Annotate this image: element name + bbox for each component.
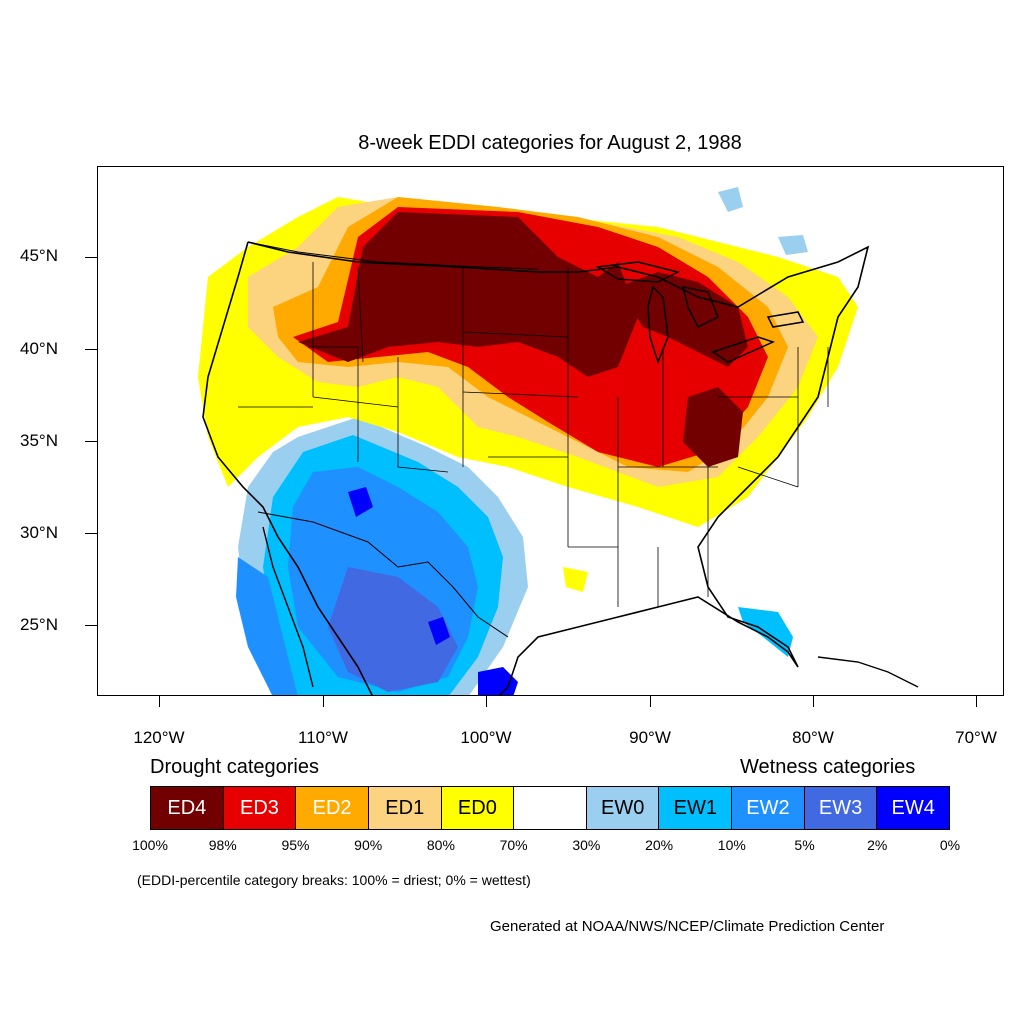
percentile-break-label: 100% bbox=[132, 837, 168, 853]
lake-ontario bbox=[766, 311, 805, 328]
ed4-region-ohio-valley bbox=[683, 387, 743, 467]
lat-tick bbox=[85, 533, 97, 534]
west-coast bbox=[202, 241, 373, 695]
ew4-spot-newmexico bbox=[348, 487, 373, 517]
lat-tick bbox=[85, 441, 97, 442]
percentile-break-label: 20% bbox=[645, 837, 674, 853]
category-note: (EDDI-percentile category breaks: 100% =… bbox=[137, 872, 531, 888]
percentile-break-label: 95% bbox=[281, 837, 310, 853]
legend-cell-ed1: ED1 bbox=[368, 787, 442, 829]
lat-label-40: 40°N bbox=[20, 339, 58, 358]
percentile-break-label: 98% bbox=[208, 837, 237, 853]
legend-cell-ed3: ED3 bbox=[223, 787, 297, 829]
percentile-break-label: 80% bbox=[426, 837, 455, 853]
lake-michigan bbox=[647, 285, 669, 365]
lat-tick bbox=[85, 349, 97, 350]
ew-region-baja bbox=[236, 557, 298, 695]
lon-label-110: 110°W bbox=[298, 728, 348, 747]
lon-tick bbox=[650, 696, 651, 707]
lake-erie bbox=[711, 336, 776, 363]
us-outline bbox=[247, 241, 870, 695]
lon-tick bbox=[323, 696, 324, 707]
lat-label-45: 45°N bbox=[20, 246, 58, 265]
lat-label-25: 25°N bbox=[20, 615, 58, 634]
lon-label-100: 100°W bbox=[460, 728, 512, 747]
canada-border bbox=[247, 241, 539, 270]
ew0-region-quebec bbox=[778, 235, 808, 255]
legend-cell-ew4: EW4 bbox=[877, 787, 950, 829]
lat-label-30: 30°N bbox=[20, 523, 58, 542]
map-canvas bbox=[198, 187, 919, 695]
cuba-outline bbox=[817, 656, 919, 688]
lat-tick bbox=[85, 257, 97, 258]
ed4-region-northern-plains bbox=[298, 212, 638, 377]
ew0-region-great-lakes bbox=[718, 187, 743, 212]
mexico-border bbox=[257, 511, 509, 638]
credit-line: Generated at NOAA/NWS/NCEP/Climate Predi… bbox=[490, 918, 885, 935]
percentile-break-label: 30% bbox=[572, 837, 601, 853]
ed0-region-gulf bbox=[563, 567, 588, 592]
percentile-break-label: 5% bbox=[794, 837, 815, 853]
lat-tick bbox=[85, 625, 97, 626]
drought-heading: Drought categories bbox=[150, 756, 319, 778]
lake-huron bbox=[681, 286, 719, 329]
legend-cell-ew0: EW0 bbox=[586, 787, 660, 829]
legend-cell-ew2: EW2 bbox=[732, 787, 805, 829]
percentile-break-label: 70% bbox=[499, 837, 528, 853]
legend-cell-ew3: EW3 bbox=[804, 787, 878, 829]
legend-bar: ED4 ED3 ED2 ED1 ED0 EW0 EW1 EW2 EW3 EW4 bbox=[150, 786, 950, 830]
percentile-break-label: 10% bbox=[717, 837, 746, 853]
state-borders bbox=[238, 262, 829, 607]
eddi-map bbox=[97, 166, 1004, 696]
legend-cell-ed2: ED2 bbox=[296, 787, 369, 829]
lake-superior bbox=[595, 261, 681, 283]
legend-cell-ew1: EW1 bbox=[659, 787, 733, 829]
lon-tick bbox=[159, 696, 160, 707]
legend-cell-ed4: ED4 bbox=[151, 787, 224, 829]
lon-tick bbox=[486, 696, 487, 707]
ew3-region-mexico bbox=[328, 567, 458, 692]
lat-label-35: 35°N bbox=[20, 431, 58, 450]
map-title: 8-week EDDI categories for August 2, 198… bbox=[358, 132, 742, 154]
lon-label-90: 90°W bbox=[629, 728, 671, 747]
baja-coast bbox=[262, 526, 314, 688]
lon-tick bbox=[813, 696, 814, 707]
percentile-break-label: 0% bbox=[939, 837, 961, 853]
lon-label-70: 70°W bbox=[955, 728, 997, 747]
percentile-break-label: 2% bbox=[867, 837, 888, 853]
lon-label-120: 120°W bbox=[133, 728, 185, 747]
ew4-spot-texas bbox=[428, 617, 450, 645]
legend-cell-ed0: ED0 bbox=[441, 787, 515, 829]
percentile-break-label: 90% bbox=[354, 837, 383, 853]
wetness-heading: Wetness categories bbox=[740, 756, 916, 778]
legend-cell-neutral bbox=[514, 787, 587, 829]
lon-tick bbox=[976, 696, 977, 707]
lon-label-80: 80°W bbox=[792, 728, 834, 747]
ew4-spot-mexico bbox=[478, 667, 518, 695]
